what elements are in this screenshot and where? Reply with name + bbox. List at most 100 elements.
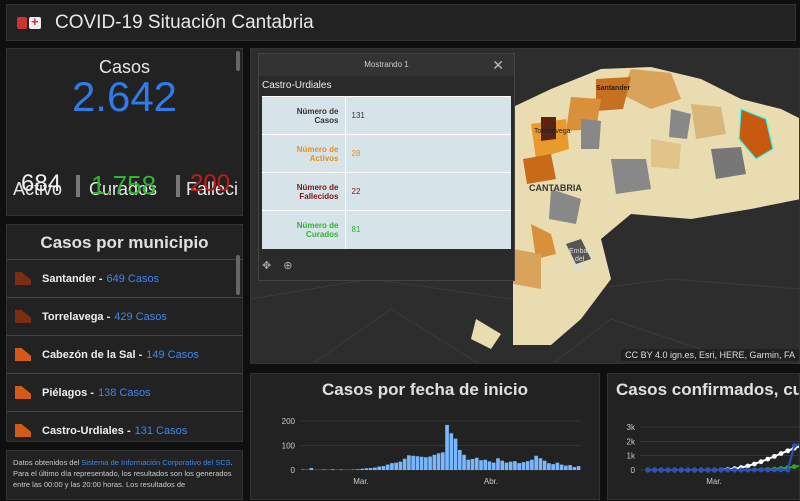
scrollbar[interactable] (236, 255, 240, 295)
close-icon[interactable]: ✕ (492, 54, 504, 76)
bar[interactable] (513, 461, 517, 470)
list-item[interactable]: Castro-Urdiales -131 Casos (7, 411, 242, 442)
source-link[interactable]: Sistema de Información Corporativo del S… (81, 458, 230, 467)
bar[interactable] (471, 459, 475, 470)
bar[interactable] (356, 469, 360, 470)
data-point[interactable] (666, 468, 671, 473)
data-point[interactable] (779, 468, 784, 473)
list-item[interactable]: Piélagos -138 Casos (7, 373, 242, 411)
bar[interactable] (505, 463, 509, 470)
bar[interactable] (424, 457, 428, 470)
data-point[interactable] (792, 443, 797, 448)
bar[interactable] (390, 463, 394, 470)
data-point[interactable] (699, 468, 704, 473)
bar[interactable] (534, 456, 538, 470)
data-point[interactable] (712, 468, 717, 473)
bar[interactable] (577, 466, 581, 470)
data-point[interactable] (732, 468, 737, 473)
bar[interactable] (479, 460, 483, 470)
data-point[interactable] (672, 468, 677, 473)
data-point[interactable] (772, 454, 777, 459)
bar[interactable] (399, 462, 403, 470)
bar[interactable] (488, 461, 492, 470)
bar[interactable] (475, 458, 479, 470)
bar[interactable] (331, 469, 335, 470)
bar[interactable] (411, 456, 415, 470)
bar[interactable] (437, 453, 441, 470)
bar[interactable] (517, 463, 521, 470)
bar[interactable] (377, 467, 381, 470)
data-point[interactable] (652, 468, 657, 473)
bar[interactable] (445, 425, 449, 470)
bar[interactable] (530, 460, 534, 470)
bar[interactable] (458, 450, 462, 470)
data-point[interactable] (745, 468, 750, 473)
bar[interactable] (454, 439, 458, 470)
series-line[interactable] (648, 446, 800, 470)
bar[interactable] (386, 465, 390, 470)
bar[interactable] (403, 459, 407, 470)
bar[interactable] (526, 461, 530, 470)
bar[interactable] (560, 465, 564, 470)
data-point[interactable] (679, 468, 684, 473)
bar[interactable] (373, 468, 377, 470)
data-point[interactable] (739, 468, 744, 473)
move-icon[interactable]: ✥ (262, 259, 271, 272)
bar[interactable] (500, 461, 504, 470)
bar[interactable] (441, 452, 445, 470)
zoom-icon[interactable]: ⊕ (283, 259, 292, 272)
bar[interactable] (428, 457, 432, 470)
bar[interactable] (483, 460, 487, 470)
bar[interactable] (449, 433, 453, 470)
bar[interactable] (365, 468, 369, 470)
data-point[interactable] (765, 468, 770, 473)
bar[interactable] (369, 468, 373, 470)
bar[interactable] (462, 455, 466, 470)
bar[interactable] (496, 458, 500, 470)
bar[interactable] (407, 455, 411, 470)
bar[interactable] (394, 463, 398, 470)
bar[interactable] (416, 456, 420, 470)
series-line[interactable] (648, 443, 800, 470)
data-point[interactable] (785, 468, 790, 473)
data-point[interactable] (686, 468, 691, 473)
data-point[interactable] (752, 468, 757, 473)
data-point[interactable] (659, 468, 664, 473)
bar[interactable] (564, 466, 568, 470)
data-point[interactable] (752, 462, 757, 467)
bar[interactable] (568, 465, 572, 470)
bar[interactable] (509, 462, 513, 470)
data-point[interactable] (772, 468, 777, 473)
data-point[interactable] (692, 468, 697, 473)
bar[interactable] (492, 463, 496, 470)
data-point[interactable] (785, 448, 790, 453)
bar[interactable] (382, 466, 386, 470)
data-point[interactable] (759, 468, 764, 473)
bar[interactable] (551, 464, 555, 470)
data-point[interactable] (719, 468, 724, 473)
bar[interactable] (573, 467, 577, 470)
bar[interactable] (420, 457, 424, 470)
data-point[interactable] (725, 468, 730, 473)
data-point[interactable] (779, 451, 784, 456)
data-point[interactable] (705, 468, 710, 473)
bar[interactable] (360, 469, 364, 470)
data-point[interactable] (765, 457, 770, 462)
bar[interactable] (543, 461, 547, 470)
data-point[interactable] (646, 468, 651, 473)
scrollbar[interactable] (236, 51, 240, 71)
bar[interactable] (466, 460, 470, 470)
list-item[interactable]: Cabezón de la Sal -149 Casos (7, 335, 242, 373)
list-item[interactable]: Torrelavega -429 Casos (7, 297, 242, 335)
bar[interactable] (547, 463, 551, 470)
data-point[interactable] (792, 464, 797, 469)
bar[interactable] (522, 462, 526, 470)
list-item[interactable]: Santander -649 Casos (7, 259, 242, 297)
bar[interactable] (539, 458, 543, 470)
data-point[interactable] (759, 459, 764, 464)
bar[interactable] (433, 455, 437, 470)
bar[interactable] (556, 463, 560, 470)
bar[interactable] (309, 468, 313, 470)
